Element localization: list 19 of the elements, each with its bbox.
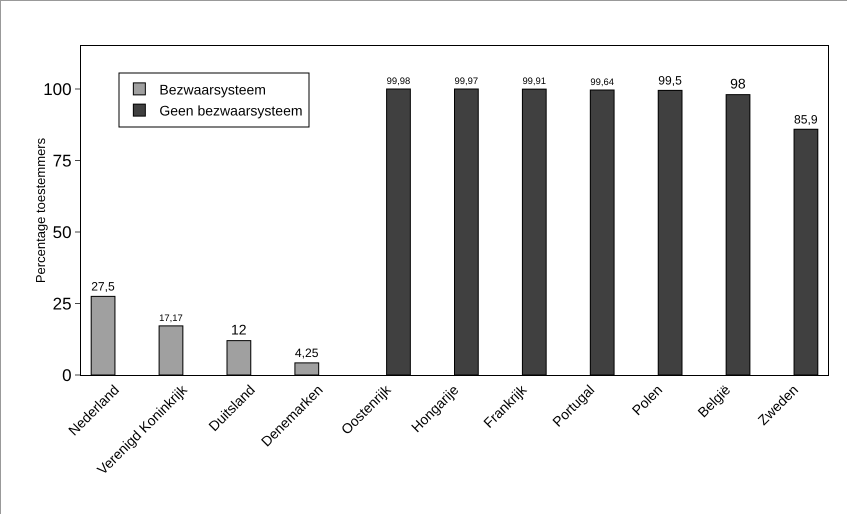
data-label: 99,5 bbox=[658, 74, 682, 88]
data-label: 99,91 bbox=[522, 75, 546, 86]
data-label: 99,64 bbox=[590, 76, 614, 87]
legend-label: Bezwaarsysteem bbox=[159, 81, 266, 98]
y-tick-label: 25 bbox=[52, 294, 72, 314]
y-tick-label: 75 bbox=[52, 151, 72, 170]
data-label: 27,5 bbox=[91, 280, 116, 294]
y-tick-label: 0 bbox=[62, 366, 72, 385]
y-tick-label: 50 bbox=[52, 222, 72, 242]
y-tick-label: 100 bbox=[43, 80, 72, 99]
data-label: 99,97 bbox=[454, 74, 478, 86]
data-label: 12 bbox=[230, 322, 247, 338]
data-label: 99,98 bbox=[386, 74, 410, 86]
data-label: 4,25 bbox=[294, 346, 319, 360]
data-label: 98 bbox=[730, 76, 746, 92]
data-label: 17,17 bbox=[159, 312, 183, 323]
legend-label: Geen bezwaarsysteem bbox=[159, 102, 303, 119]
y-axis-title: Percentage toestemmers bbox=[33, 137, 48, 284]
data-label: 85,9 bbox=[794, 112, 818, 127]
